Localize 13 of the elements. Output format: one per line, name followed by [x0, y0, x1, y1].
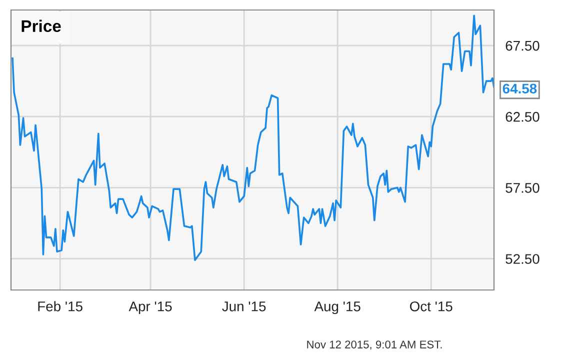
y-tick-label: 62.50 — [506, 112, 540, 122]
x-tick-label: Feb '15 — [38, 301, 82, 312]
line-series — [12, 14, 494, 262]
x-tick-label: Jun '15 — [222, 302, 266, 312]
y-tick-label: 52.50 — [506, 254, 540, 264]
chart-title: Price — [22, 20, 61, 32]
x-tick-label: Aug '15 — [314, 302, 360, 314]
y-tick-label: 67.50 — [506, 40, 540, 51]
text: Nov 12 2015, 9:01 AM EST. — [307, 340, 442, 350]
x-tick-label: Oct '15 — [410, 301, 452, 312]
y-tick-label: 57.50 — [506, 183, 540, 193]
x-tick-label: Apr '15 — [128, 302, 172, 314]
annotation: 64.58 — [502, 84, 537, 94]
